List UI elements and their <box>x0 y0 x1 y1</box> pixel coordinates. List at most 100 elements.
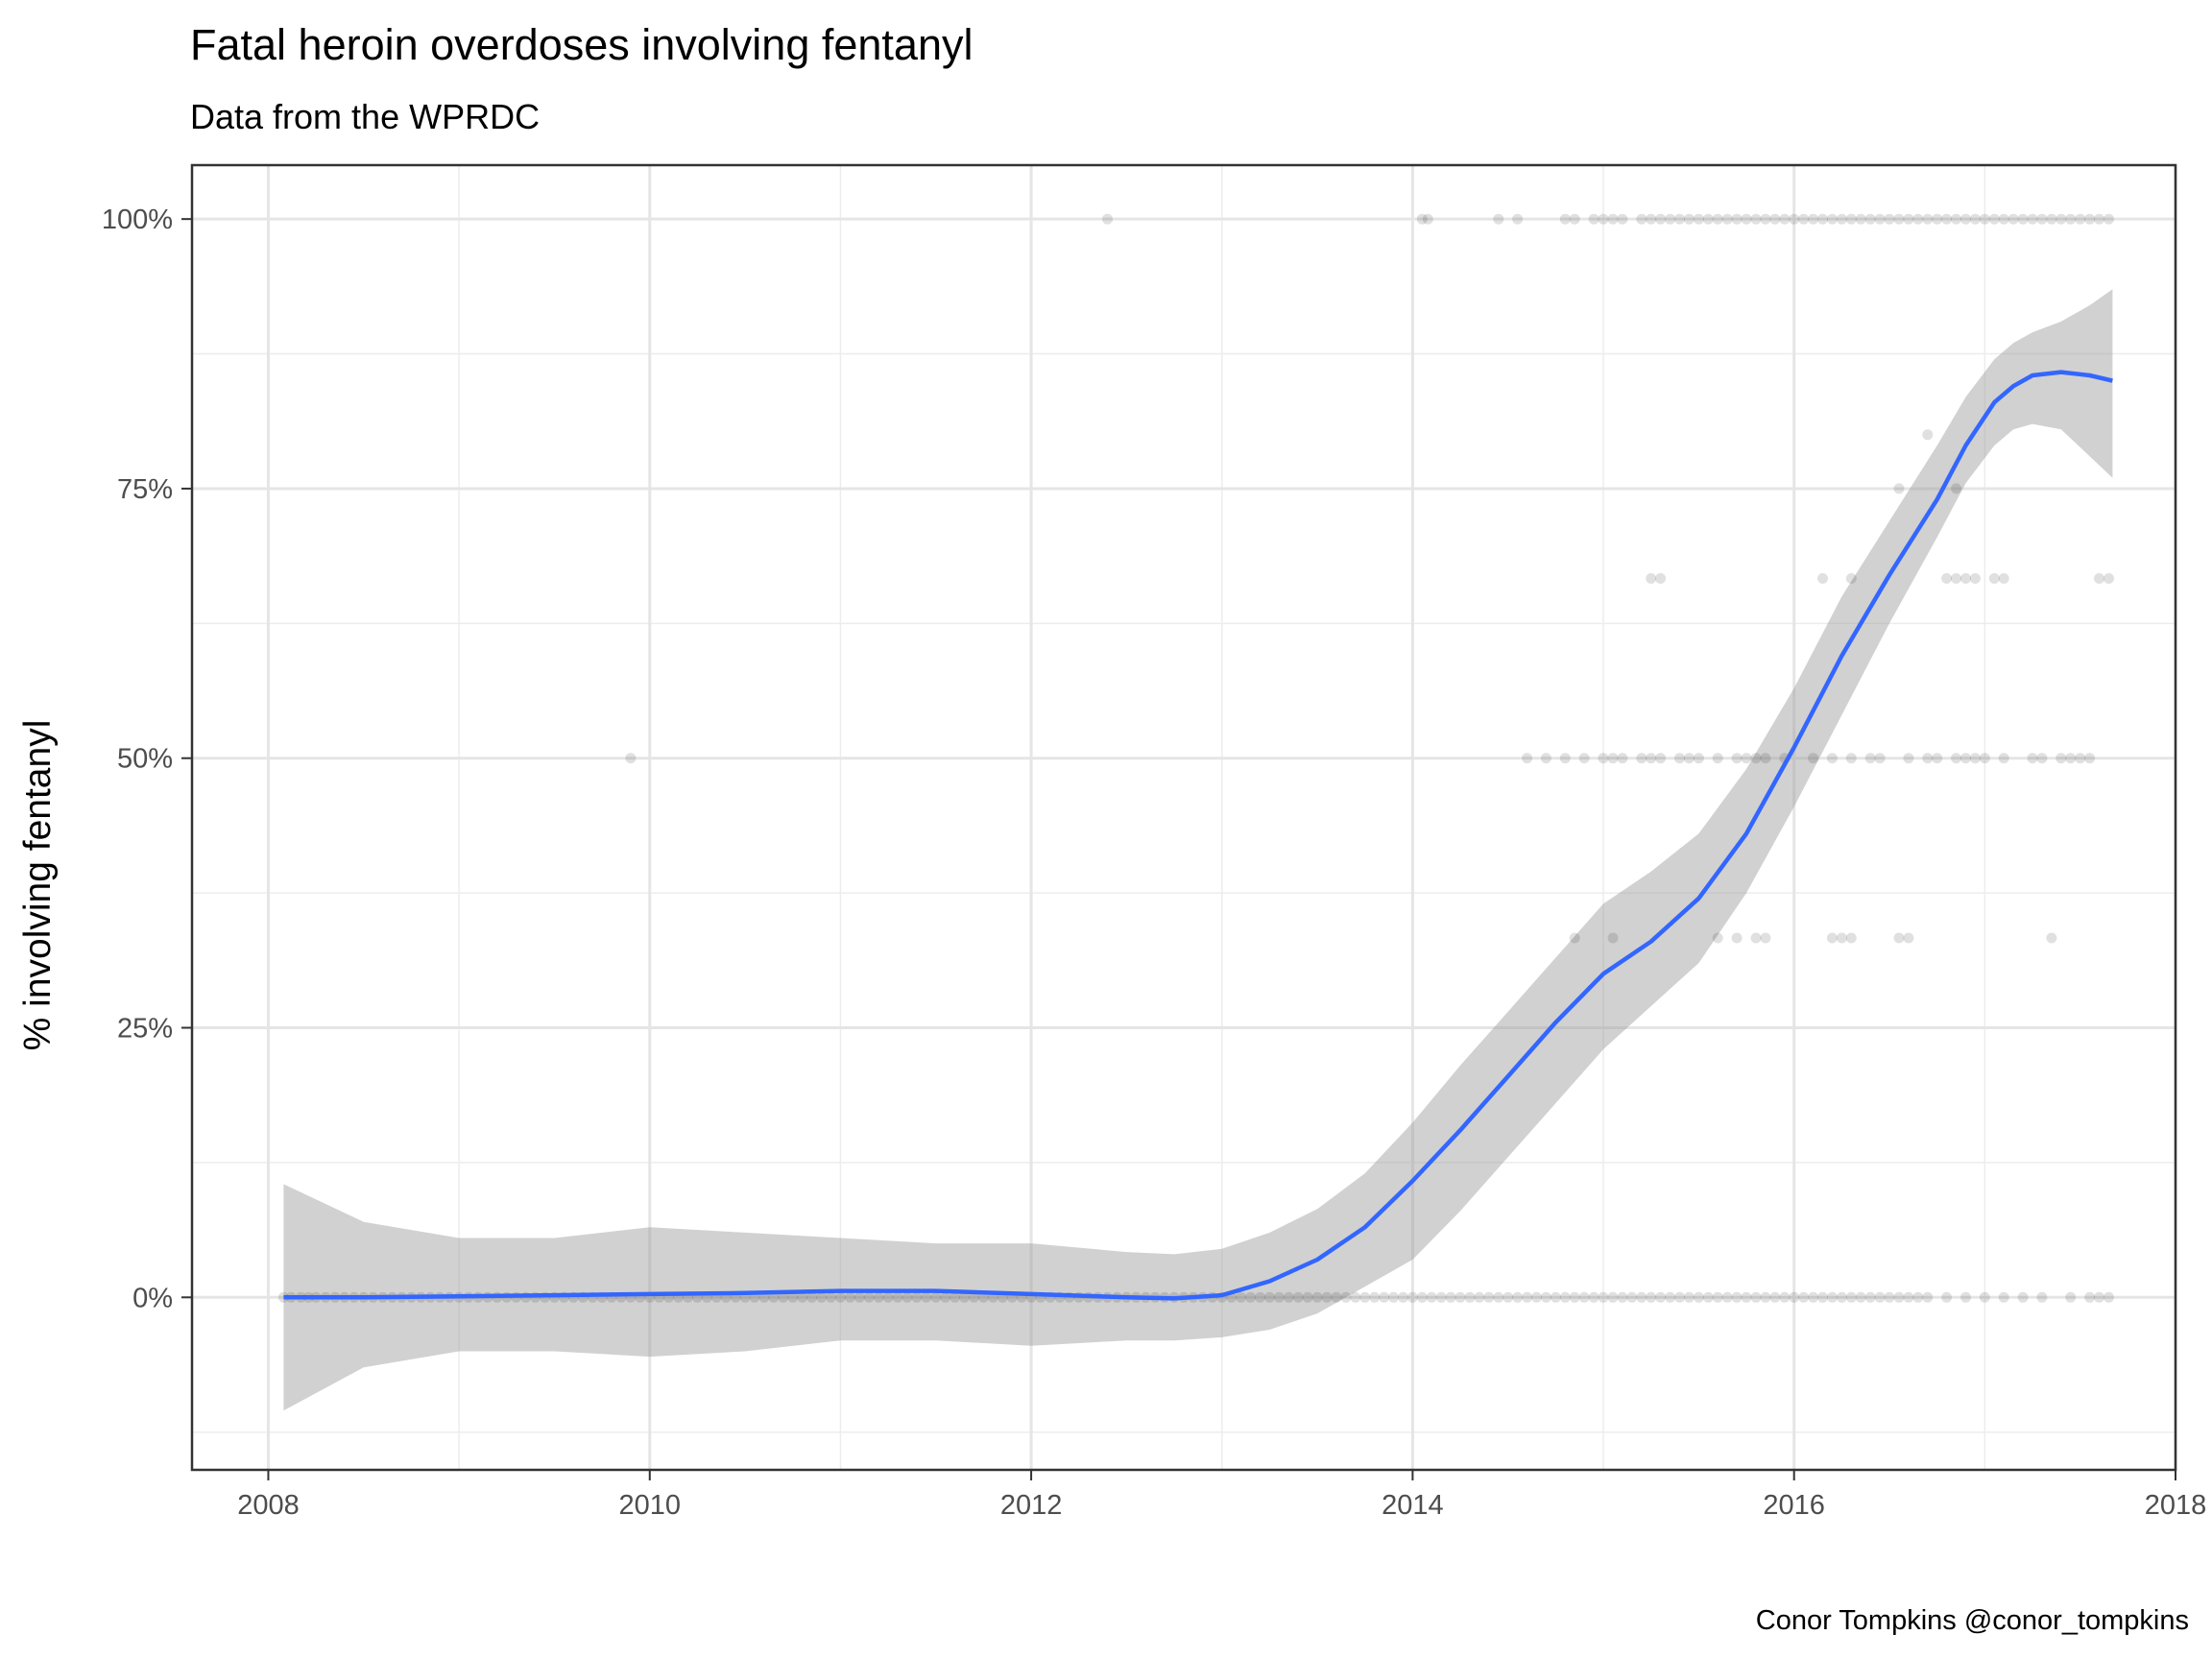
data-point <box>1998 753 2009 764</box>
data-point <box>1302 1291 1313 1303</box>
data-point <box>1379 1291 1390 1303</box>
data-point <box>2056 213 2067 225</box>
data-point <box>1340 1291 1352 1303</box>
data-point <box>1636 213 1647 225</box>
data-point <box>1702 213 1714 225</box>
data-point <box>1893 1291 1905 1303</box>
data-point <box>1236 1291 1247 1303</box>
data-point <box>2008 213 2019 225</box>
data-point <box>1646 1291 1657 1303</box>
chart-title: Fatal heroin overdoses involving fentany… <box>190 20 973 69</box>
data-point <box>1941 573 1953 584</box>
data-point <box>1731 1291 1743 1303</box>
data-point <box>2056 753 2067 764</box>
data-point <box>844 1291 855 1303</box>
data-point <box>1789 213 1800 225</box>
data-point <box>1598 753 1609 764</box>
data-point <box>1798 1291 1810 1303</box>
data-point <box>778 1291 789 1303</box>
data-point <box>1540 753 1551 764</box>
data-point <box>1721 213 1733 225</box>
data-point <box>1912 1291 1924 1303</box>
x-tick-label: 2008 <box>237 1490 300 1521</box>
data-point <box>1826 1291 1838 1303</box>
data-point <box>1712 213 1723 225</box>
y-axis: 0% 25% 50% 75% 100% <box>102 204 192 1313</box>
data-point <box>1912 213 1924 225</box>
data-point <box>1665 1291 1676 1303</box>
data-point <box>1693 1291 1704 1303</box>
data-point <box>1864 213 1876 225</box>
y-tick-label: 75% <box>117 474 173 505</box>
data-point <box>1674 753 1685 764</box>
data-point <box>1435 1291 1447 1303</box>
data-point <box>2094 1291 2104 1303</box>
data-point <box>1416 1291 1428 1303</box>
data-point <box>1626 1291 1638 1303</box>
data-point <box>797 1291 808 1303</box>
smooth-trend-line <box>283 370 2113 1301</box>
data-point <box>2036 753 2048 764</box>
data-point <box>1712 932 1723 944</box>
data-point <box>834 1291 846 1303</box>
data-point <box>1598 1291 1609 1303</box>
data-point <box>1893 483 1905 494</box>
data-point <box>1874 753 1886 764</box>
data-point <box>1922 753 1934 764</box>
data-point <box>1932 753 1943 764</box>
data-point <box>1750 753 1762 764</box>
data-point <box>1960 213 1971 225</box>
data-point <box>1512 1291 1524 1303</box>
data-point <box>1474 1291 1485 1303</box>
data-point <box>1855 1291 1866 1303</box>
data-point <box>816 1291 828 1303</box>
data-point <box>921 1291 932 1303</box>
data-point <box>1998 573 2009 584</box>
data-point <box>2027 753 2038 764</box>
data-point <box>625 753 637 764</box>
data-point <box>1826 213 1838 225</box>
data-point <box>1741 1291 1752 1303</box>
data-point <box>1522 1291 1533 1303</box>
data-point <box>1941 1291 1953 1303</box>
x-tick-label: 2016 <box>1763 1490 1825 1521</box>
data-point <box>940 1291 951 1303</box>
data-point <box>1702 1291 1714 1303</box>
data-point <box>1969 213 1981 225</box>
y-tick-label: 25% <box>117 1014 173 1045</box>
data-point <box>1988 213 2000 225</box>
data-point <box>1874 213 1886 225</box>
data-point <box>1569 213 1580 225</box>
data-point <box>1683 753 1695 764</box>
plot-panel <box>190 163 2177 1472</box>
data-point <box>1665 213 1676 225</box>
data-point <box>2017 213 2029 225</box>
data-point <box>1245 1291 1256 1303</box>
data-point <box>1960 1291 1971 1303</box>
y-tick-label: 0% <box>132 1283 173 1313</box>
data-point <box>1445 1291 1456 1303</box>
data-point <box>969 1291 979 1303</box>
data-point <box>1263 1291 1275 1303</box>
data-point <box>2104 1291 2114 1303</box>
data-point <box>1731 932 1743 944</box>
data-point <box>1503 1291 1514 1303</box>
data-point <box>2017 1291 2029 1303</box>
data-point <box>1884 213 1895 225</box>
data-point <box>1769 213 1781 225</box>
data-point <box>1951 753 1961 764</box>
data-point <box>1893 213 1905 225</box>
data-point <box>1779 1291 1791 1303</box>
data-point <box>1884 1291 1895 1303</box>
data-point <box>1741 213 1752 225</box>
data-point <box>1359 1291 1371 1303</box>
data-point <box>1607 932 1619 944</box>
data-point <box>806 1291 818 1303</box>
data-point <box>2065 1291 2077 1303</box>
data-point <box>2036 213 2048 225</box>
data-point <box>1808 1291 1819 1303</box>
data-point <box>1617 1291 1628 1303</box>
data-point <box>1607 1291 1619 1303</box>
data-point <box>2075 753 2086 764</box>
data-point <box>1817 573 1828 584</box>
